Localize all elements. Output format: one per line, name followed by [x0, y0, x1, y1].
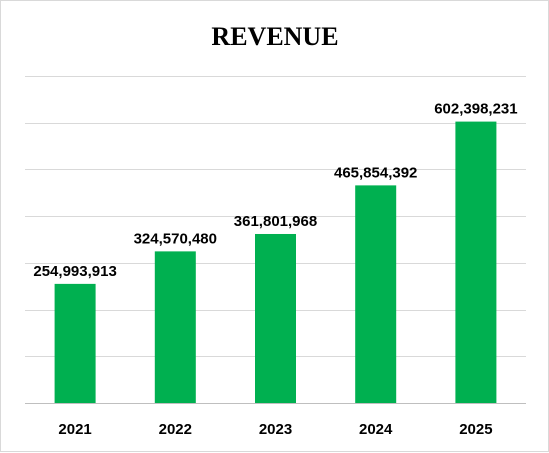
chart-title: REVENUE	[211, 22, 338, 51]
x-tick-2025: 2025	[459, 421, 492, 438]
x-tick-2023: 2023	[259, 421, 292, 438]
bar-2023	[255, 233, 296, 403]
x-tick-2022: 2022	[159, 421, 192, 438]
x-axis-ticks: 2021 2022 2023 2024 2025	[58, 421, 492, 438]
data-labels: 254,993,913 324,570,480 361,801,968 465,854…	[33, 101, 517, 280]
data-label-2022: 324,570,480	[134, 230, 217, 247]
bars	[54, 121, 497, 404]
data-label-2024: 465,854,392	[334, 164, 417, 181]
bar-2022	[154, 251, 196, 403]
bar-2024	[355, 185, 397, 403]
data-label-2025: 602,398,231	[434, 101, 517, 118]
data-label-2023: 361,801,968	[234, 213, 317, 230]
x-tick-2021: 2021	[58, 421, 91, 438]
bar-2025	[455, 121, 497, 404]
data-label-2021: 254,993,913	[33, 263, 116, 280]
x-tick-2024: 2024	[359, 421, 393, 438]
bar-2021	[54, 283, 96, 403]
